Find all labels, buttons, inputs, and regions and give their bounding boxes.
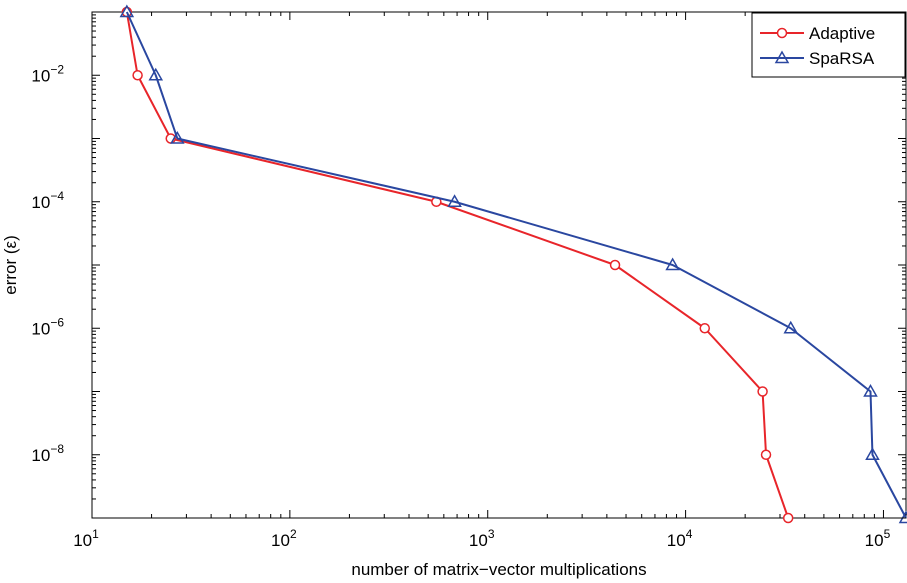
series-line [125, 11, 790, 519]
y-axis-label: error (ε) [1, 235, 20, 295]
x-axis: 101 102 103 104 105 [73, 12, 891, 550]
data-point [148, 67, 164, 81]
legend-label: Adaptive [809, 24, 875, 43]
series-line [125, 11, 907, 519]
x-axis-label: number of matrix−vector multiplications [351, 560, 646, 579]
data-point [760, 449, 772, 460]
data-point [665, 257, 680, 271]
y-axis: 10−2 10−4 10−6 10−8 [31, 11, 906, 519]
series-adaptive [121, 6, 794, 524]
legend-swatch-marker [774, 50, 790, 64]
y-tick-label: 10−4 [31, 189, 64, 212]
data-point [863, 383, 878, 397]
data-point [447, 194, 462, 207]
plot-frame [91, 11, 907, 519]
legend: Adaptive SpaRSA [751, 12, 906, 78]
data-point [699, 323, 711, 334]
x-tick-label: 102 [271, 527, 297, 550]
y-tick-label: 10−2 [31, 62, 64, 85]
data-point [865, 447, 880, 460]
legend-swatch-marker [776, 27, 788, 39]
x-tick-label: 103 [469, 527, 495, 550]
y-tick-label: 10−6 [31, 315, 64, 338]
x-tick-label: 105 [865, 527, 891, 550]
data-point [609, 259, 621, 271]
legend-box [751, 12, 906, 78]
legend-label: SpaRSA [809, 49, 875, 68]
plot-area [91, 4, 907, 524]
y-tick-label: 10−8 [31, 442, 64, 465]
data-point [170, 130, 185, 144]
data-point [119, 4, 135, 18]
data-point [782, 512, 794, 524]
data-point [132, 70, 143, 81]
data-point [898, 510, 907, 524]
series-sparsa [119, 4, 907, 524]
x-tick-label: 104 [667, 527, 693, 550]
data-point [757, 386, 768, 397]
x-tick-label: 101 [73, 527, 99, 550]
data-point [783, 320, 799, 334]
